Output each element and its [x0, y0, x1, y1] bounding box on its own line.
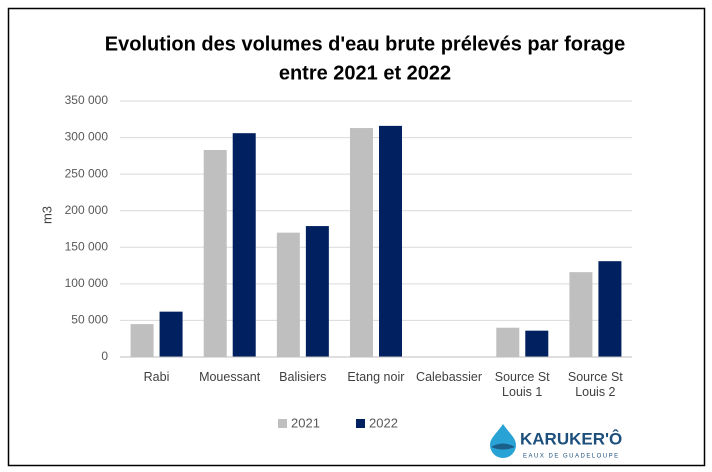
y-tick-label: 250 000	[65, 166, 109, 180]
x-tick-label: Etang noir	[347, 370, 405, 384]
x-tick-label: Source St Louis 2	[567, 370, 623, 399]
y-tick-label: 100 000	[65, 276, 109, 290]
bar	[159, 311, 183, 357]
legend-swatch	[356, 419, 365, 428]
y-tick-label: 350 000	[65, 93, 109, 107]
legend-label: 2021	[291, 415, 320, 430]
y-tick-label: 150 000	[65, 239, 109, 253]
bar	[525, 330, 549, 357]
logo: KARUKER'Ô EAUX DE GUADELOUPE	[490, 424, 622, 460]
chart-title: Evolution des volumes d'eau brute prélev…	[105, 33, 625, 55]
bar	[276, 232, 300, 357]
bar	[569, 272, 593, 357]
bar	[305, 226, 329, 357]
x-tick-label: Mouessant	[199, 370, 261, 384]
chart-subtitle: entre 2021 et 2022	[279, 62, 451, 84]
bar	[130, 324, 154, 357]
bar	[203, 150, 227, 357]
x-tick-label: Balisiers	[279, 370, 327, 384]
y-tick-label: 50 000	[71, 313, 108, 327]
bar	[232, 133, 256, 357]
bar	[379, 125, 402, 358]
logo-name: KARUKER'Ô	[520, 429, 622, 448]
x-tick-label: Source St Louis 1	[494, 370, 550, 399]
y-axis-label: m3	[39, 206, 54, 224]
x-tick-label: Rabi	[143, 370, 170, 384]
bar	[496, 327, 520, 357]
x-tick-label: Calebassier	[416, 370, 483, 384]
bar	[598, 261, 622, 357]
legend-swatch	[278, 419, 287, 428]
bar	[350, 128, 373, 357]
logo-wave	[491, 443, 515, 450]
y-tick-label: 200 000	[65, 203, 109, 217]
y-tick-label: 300 000	[65, 130, 109, 144]
y-tick-label: 0	[101, 349, 108, 363]
logo-tagline: EAUX DE GUADELOUPE	[523, 454, 620, 460]
legend-label: 2022	[369, 415, 398, 430]
logo-drop	[490, 424, 516, 458]
